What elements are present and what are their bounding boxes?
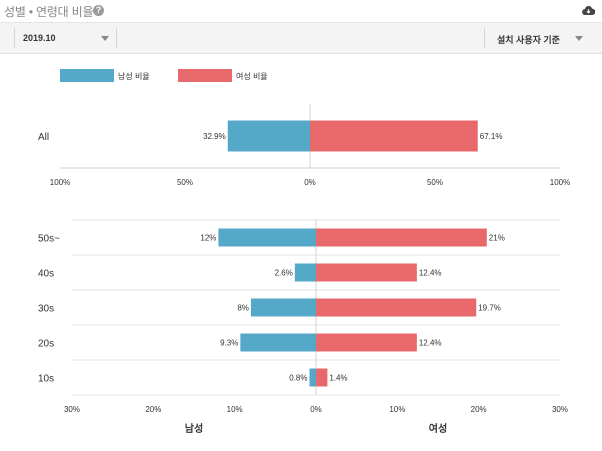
bar-female (316, 228, 487, 247)
chevron-down-icon (101, 36, 109, 41)
legend-label-male: 남성 비율 (118, 72, 150, 81)
tick-label: 0% (304, 178, 316, 187)
tick-label: 0% (310, 405, 322, 414)
category-label: All (38, 132, 49, 143)
data-label-male: 9.3% (220, 339, 238, 348)
panel-title: 성별 • 연령대 비율 (4, 5, 94, 19)
category-label: 30s (38, 304, 54, 315)
panel-header: 성별 • 연령대 비율 ? (0, 0, 602, 23)
bar-male (294, 263, 316, 282)
bar-male (309, 368, 316, 387)
tick-label: 20% (145, 405, 161, 414)
bar-female (310, 120, 478, 152)
bar-female (316, 368, 328, 387)
tick-label: 50% (177, 178, 193, 187)
tick-label: 30% (64, 405, 80, 414)
data-label-female: 1.4% (329, 374, 347, 383)
data-label-male: 8% (237, 304, 249, 313)
side-label-male: 남성 (185, 422, 203, 435)
data-label-female: 12.4% (419, 339, 442, 348)
basis-select[interactable]: 설치 사용자 기준 (484, 28, 589, 48)
bar-male (240, 333, 316, 352)
bar-female (316, 263, 417, 282)
legend-label-female: 여성 비율 (236, 72, 268, 81)
data-label-male: 0.8% (289, 374, 307, 383)
tick-label: 100% (50, 178, 70, 187)
tick-label: 100% (550, 178, 570, 187)
tick-label: 10% (389, 405, 405, 414)
filter-toolbar: 2019.10 설치 사용자 기준 (0, 23, 602, 54)
bar-male (227, 120, 310, 152)
chevron-down-icon (575, 36, 583, 41)
data-label-male: 2.6% (275, 269, 293, 278)
tick-label: 10% (227, 405, 243, 414)
basis-select-value: 설치 사용자 기준 (497, 35, 560, 45)
data-label-male: 32.9% (203, 132, 226, 141)
category-label: 40s (38, 269, 54, 280)
data-label-female: 12.4% (419, 269, 442, 278)
bar-male (218, 228, 316, 247)
bar-male (250, 298, 316, 317)
bar-female (316, 333, 417, 352)
cloud-download-icon[interactable] (582, 5, 595, 16)
tick-label: 50% (427, 178, 443, 187)
data-label-male: 12% (200, 234, 216, 243)
side-label-female: 여성 (429, 422, 447, 435)
data-label-female: 21% (489, 234, 505, 243)
category-label: 50s~ (38, 234, 60, 245)
legend-swatch-male (60, 69, 114, 82)
tick-label: 30% (552, 405, 568, 414)
data-label-female: 67.1% (480, 132, 503, 141)
category-label: 10s (38, 374, 54, 385)
data-label-female: 19.7% (478, 304, 501, 313)
date-select-value: 2019.10 (23, 33, 56, 43)
category-label: 20s (38, 339, 54, 350)
date-select[interactable]: 2019.10 (14, 28, 117, 48)
bar-female (316, 298, 477, 317)
question-circle-icon[interactable]: ? (93, 5, 104, 16)
tick-label: 20% (471, 405, 487, 414)
legend-swatch-female (178, 69, 232, 82)
